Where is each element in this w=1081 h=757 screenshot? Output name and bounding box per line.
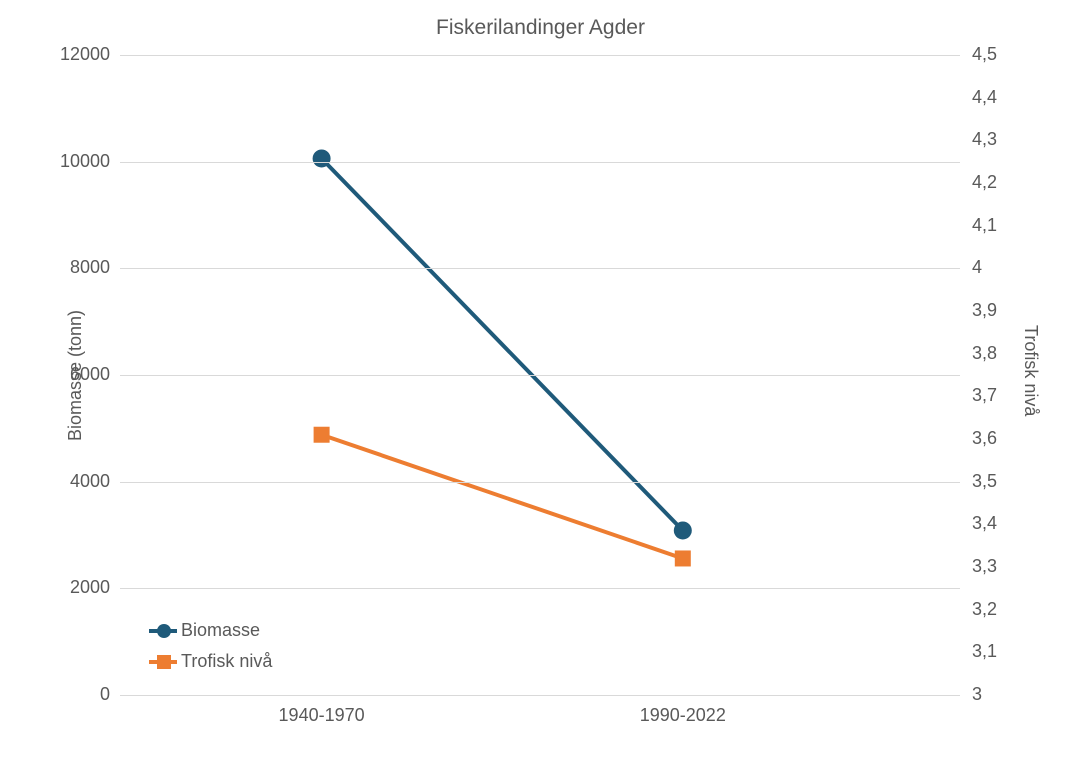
- gridline: [120, 268, 960, 269]
- square-marker-icon: [157, 655, 171, 669]
- chart-container: Fiskerilandinger Agder Biomasse (tonn) T…: [0, 0, 1081, 757]
- x-tick: 1940-1970: [279, 705, 365, 726]
- y-right-tick: 3,6: [972, 428, 1022, 449]
- y-left-tick: 0: [40, 684, 110, 705]
- series-marker: [313, 149, 331, 167]
- legend-item: Biomasse: [149, 620, 272, 641]
- y-left-tick: 2000: [40, 577, 110, 598]
- y-right-tick: 3,1: [972, 641, 1022, 662]
- y-right-tick: 4,4: [972, 87, 1022, 108]
- legend-item: Trofisk nivå: [149, 651, 272, 672]
- y-right-tick: 3,5: [972, 471, 1022, 492]
- y-right-tick: 4: [972, 257, 1022, 278]
- y-left-tick: 6000: [40, 364, 110, 385]
- legend-label: Trofisk nivå: [181, 651, 272, 672]
- y-right-tick: 4,2: [972, 172, 1022, 193]
- series-marker: [674, 521, 692, 539]
- circle-marker-icon: [157, 624, 171, 638]
- y-right-tick: 3,3: [972, 556, 1022, 577]
- legend: Biomasse Trofisk nivå: [149, 620, 272, 682]
- y-right-tick: 4,3: [972, 129, 1022, 150]
- y-right-tick: 4,1: [972, 215, 1022, 236]
- y-right-tick: 3,7: [972, 385, 1022, 406]
- series-line: [322, 435, 683, 559]
- y-right-tick: 3,8: [972, 343, 1022, 364]
- legend-label: Biomasse: [181, 620, 260, 641]
- gridline: [120, 55, 960, 56]
- series-marker: [675, 550, 691, 566]
- y-right-tick: 4,5: [972, 44, 1022, 65]
- x-tick: 1990-2022: [640, 705, 726, 726]
- y-left-tick: 4000: [40, 471, 110, 492]
- gridline: [120, 588, 960, 589]
- gridline: [120, 482, 960, 483]
- y-left-tick: 10000: [40, 151, 110, 172]
- y-right-tick: 3,2: [972, 599, 1022, 620]
- y-left-tick: 8000: [40, 257, 110, 278]
- gridline: [120, 695, 960, 696]
- y-left-tick: 12000: [40, 44, 110, 65]
- gridline: [120, 162, 960, 163]
- plot-area: [120, 55, 960, 695]
- y-right-tick: 3,9: [972, 300, 1022, 321]
- series-marker: [314, 427, 330, 443]
- y-right-tick: 3: [972, 684, 1022, 705]
- series-line: [322, 158, 683, 530]
- gridline: [120, 375, 960, 376]
- chart-title: Fiskerilandinger Agder: [0, 16, 1081, 40]
- y-right-tick: 3,4: [972, 513, 1022, 534]
- y-axis-right-label: Trofisk nivå: [1020, 325, 1041, 416]
